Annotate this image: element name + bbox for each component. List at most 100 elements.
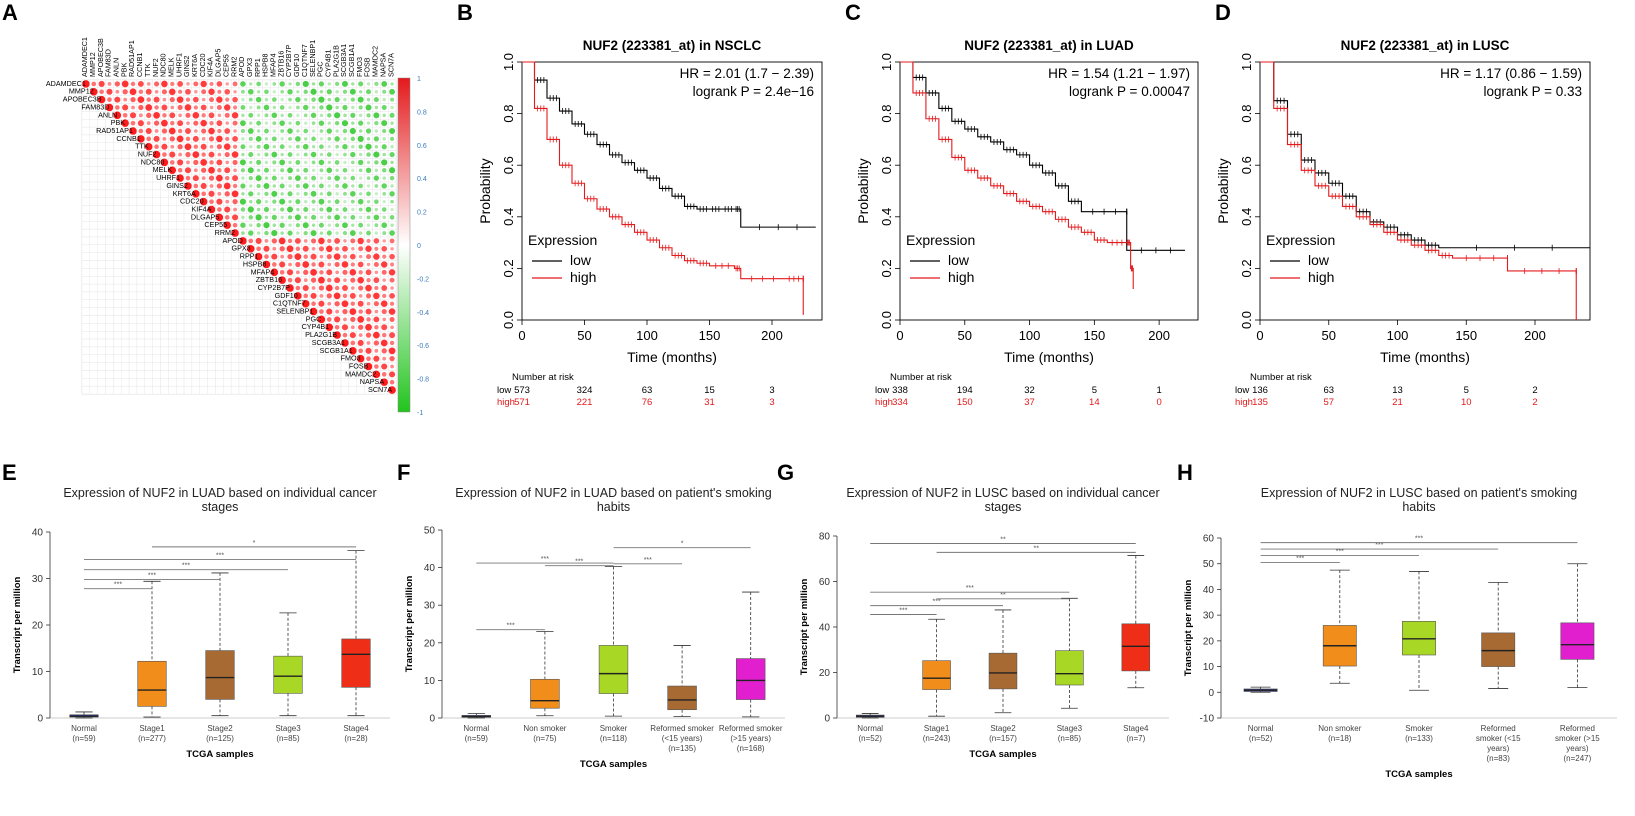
heatmap-circle — [327, 223, 331, 227]
category-label: Normal — [857, 724, 883, 733]
heatmap-cell — [270, 378, 279, 387]
heatmap-circle — [350, 316, 356, 323]
heatmap-cell — [160, 213, 169, 222]
heatmap-cell — [160, 268, 169, 277]
significance-label: *** — [216, 552, 224, 559]
heatmap-circle — [263, 167, 269, 173]
heatmap-circle — [319, 137, 324, 141]
heatmap-cell — [144, 166, 153, 175]
heatmap-circle — [177, 167, 183, 173]
heatmap-cell — [128, 189, 138, 198]
heatmap-circle — [288, 105, 292, 110]
heatmap-cell — [270, 338, 279, 348]
panel-a: A ADAMDEC1 ADAMDEC1 MMP12 MMP12 APOBEC3B APOB… — [0, 0, 440, 420]
heatmap-circle — [137, 80, 144, 87]
heatmap-cell — [160, 236, 169, 246]
heatmap-circle — [351, 184, 355, 188]
heatmap-cell — [246, 283, 255, 293]
heatmap-circle — [381, 104, 387, 110]
heatmap-cell — [183, 268, 193, 277]
heatmap-cell — [333, 370, 342, 379]
heatmap-circle — [373, 112, 380, 119]
heatmap-cell — [278, 354, 287, 363]
heatmap-circle — [216, 96, 223, 103]
heatmap-circle — [248, 176, 253, 181]
heatmap-cell — [183, 331, 193, 340]
heatmap-cell — [128, 150, 138, 159]
heatmap-circle — [186, 82, 190, 86]
category-label: (n=59) — [72, 734, 96, 743]
heatmap-cell — [81, 299, 91, 308]
heatmap-cell — [105, 307, 114, 316]
risk-value: 573 — [514, 385, 530, 396]
panel-c: C NUF2 (223381_at) in LUAD 0.0 0.2 0.4 0.6 0.… — [840, 0, 1225, 420]
heatmap-cell — [105, 260, 114, 269]
significance-label: *** — [1296, 555, 1304, 562]
heatmap-cell — [246, 378, 255, 387]
heatmap-cell — [333, 362, 342, 371]
category-label: (n=243) — [923, 734, 951, 743]
heatmap-circle — [351, 168, 355, 172]
heatmap-circle — [209, 184, 214, 188]
row-gene-label: PGC — [306, 314, 322, 323]
category-label: (n=52) — [1249, 734, 1273, 743]
heatmap-circle — [248, 152, 254, 158]
heatmap-cell — [81, 323, 91, 332]
heatmap-cell — [89, 378, 98, 387]
significance-label: * — [681, 541, 684, 548]
heatmap-circle — [200, 159, 208, 166]
column-gene-label: NUF2 — [151, 58, 160, 77]
heatmap-cell — [230, 323, 240, 332]
heatmap-cell — [301, 362, 310, 371]
column-gene-label: HSPB8 — [261, 53, 270, 77]
heatmap-cell — [121, 378, 130, 387]
heatmap-circle — [350, 286, 355, 290]
heatmap-cell — [175, 244, 185, 253]
heatmap-circle — [373, 355, 380, 362]
heatmap-circle — [390, 325, 394, 330]
heatmap-circle — [388, 167, 396, 174]
heatmap-circle — [248, 112, 254, 118]
heatmap-circle — [374, 81, 379, 86]
heatmap-cell — [121, 221, 130, 230]
heatmap-circle — [256, 120, 262, 126]
heatmap-circle — [311, 168, 316, 172]
heatmap-cell — [113, 315, 122, 324]
heatmap-cell — [89, 244, 98, 253]
heatmap-cell — [128, 181, 138, 191]
panel-a-label: A — [2, 0, 18, 25]
risk-row-label: high — [1235, 397, 1253, 408]
heatmap-circle — [240, 129, 245, 134]
heatmap-circle — [278, 276, 286, 284]
box — [205, 650, 235, 700]
heatmap-circle — [366, 215, 371, 220]
heatmap-circle — [249, 184, 253, 188]
risk-value: 32 — [1024, 385, 1035, 396]
heatmap-cell — [136, 362, 145, 371]
heatmap-circle — [366, 317, 371, 322]
heatmap-cell — [223, 283, 232, 293]
column-gene-label: TTK — [143, 63, 152, 77]
heatmap-circle — [288, 136, 292, 141]
heatmap-circle — [381, 309, 387, 315]
risk-value: 3 — [769, 385, 774, 396]
heatmap-circle — [262, 260, 271, 269]
heatmap-circle — [335, 231, 339, 235]
heatmap-circle — [279, 270, 285, 275]
heatmap-circle — [256, 192, 261, 196]
heatmap-cell — [199, 244, 208, 253]
heatmap-cell — [246, 346, 255, 355]
heatmap-circle — [350, 214, 356, 220]
heatmap-circle — [358, 207, 363, 212]
heatmap-circle — [334, 120, 340, 126]
heatmap-circle — [263, 222, 270, 229]
heatmap-circle — [350, 325, 355, 330]
heatmap-circle — [170, 105, 175, 110]
heatmap-circle — [263, 104, 270, 111]
heatmap-circle — [280, 113, 284, 118]
heatmap-circle — [381, 324, 388, 331]
heatmap-cell — [301, 354, 310, 363]
row-gene-label: APOD — [222, 236, 242, 245]
heatmap-circle — [287, 191, 293, 197]
